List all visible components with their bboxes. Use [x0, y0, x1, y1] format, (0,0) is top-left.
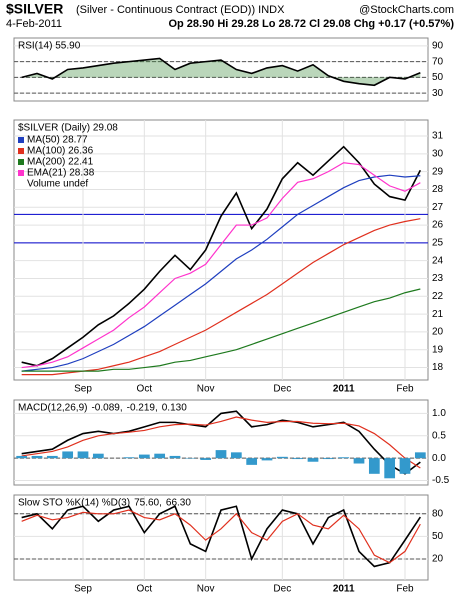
symbol: $SILVER	[6, 1, 63, 17]
series-line	[21, 509, 421, 564]
histogram-bar	[46, 455, 58, 459]
series-line	[21, 174, 421, 372]
series-line	[21, 410, 421, 475]
series-line	[21, 416, 421, 469]
y-tick-label: 50	[432, 531, 444, 542]
quote: Op 28.90 Hi 29.28 Lo 28.72 Cl 29.08 Chg …	[168, 18, 454, 30]
histogram-bar	[169, 455, 181, 459]
histogram-bar	[123, 457, 135, 459]
histogram-bar	[215, 450, 227, 459]
x-tick-label: 2011	[333, 384, 355, 395]
histogram-bar	[276, 456, 288, 459]
legend-entry: MA(50) 28.77	[27, 135, 88, 146]
legend-entry: MA(200) 22.41	[27, 157, 94, 168]
legend-swatch	[18, 170, 24, 176]
y-tick-label: 23	[432, 273, 444, 284]
histogram-bar	[322, 458, 334, 460]
y-tick-label: 26	[432, 220, 444, 231]
x-tick-label: Sep	[74, 384, 92, 395]
x-tick-label: Feb	[396, 584, 414, 595]
histogram-bar	[338, 457, 350, 459]
y-tick-label: 30	[432, 148, 444, 159]
x-tick-label: Oct	[137, 384, 153, 395]
histogram-bar	[261, 458, 273, 461]
y-tick-label: 25	[432, 238, 444, 249]
y-tick-label: 0.0	[432, 453, 446, 464]
series-line	[21, 505, 421, 568]
y-tick-label: 22	[432, 291, 444, 302]
rsi-fill	[21, 58, 421, 86]
legend-entry: 75.60,	[134, 498, 162, 509]
legend-entry: MA(100) 26.36	[27, 146, 94, 157]
x-tick-label: Nov	[197, 584, 215, 595]
histogram-bar	[414, 452, 426, 459]
x-tick-label: Sep	[74, 584, 92, 595]
y-tick-label: 21	[432, 309, 444, 320]
histogram-bar	[353, 458, 365, 464]
legend-entry: EMA(21) 28.38	[27, 168, 95, 179]
histogram-bar	[62, 451, 74, 459]
x-tick-label: Feb	[396, 384, 414, 395]
histogram-bar	[307, 458, 319, 462]
x-tick-label: Dec	[273, 384, 291, 395]
histogram-bar	[292, 458, 304, 460]
legend-entry: -0.089,	[91, 403, 122, 414]
y-tick-label: -0.5	[432, 475, 450, 486]
panel-title: MACD(12,26,9)	[18, 403, 87, 414]
subtitle: (Silver - Continuous Contract (EOD)) IND…	[76, 4, 285, 16]
histogram-bar	[154, 453, 166, 459]
y-tick-label: 19	[432, 344, 444, 355]
histogram-bar	[246, 458, 258, 465]
y-tick-label: 20	[432, 327, 444, 338]
y-tick-label: 1.0	[432, 408, 446, 419]
histogram-bar	[368, 458, 380, 474]
histogram-bar	[16, 455, 28, 459]
y-tick-label: 20	[432, 554, 444, 565]
date: 4-Feb-2011	[6, 18, 62, 30]
histogram-bar	[77, 451, 89, 459]
source: @StockCharts.com	[359, 4, 454, 16]
legend-entry: -0.219,	[127, 403, 158, 414]
x-tick-label: 2011	[333, 584, 355, 595]
y-tick-label: 18	[432, 362, 444, 373]
legend-entry: 66.30	[166, 498, 191, 509]
x-tick-label: Oct	[137, 584, 153, 595]
y-tick-label: 24	[432, 255, 444, 266]
y-tick-label: 29	[432, 166, 444, 177]
histogram-bar	[92, 453, 104, 459]
panel-frame	[13, 37, 429, 102]
histogram-bar	[200, 458, 212, 460]
y-tick-label: 0.5	[432, 430, 446, 441]
y-tick-label: 70	[432, 56, 444, 67]
series-line	[21, 145, 422, 367]
series-line	[21, 57, 421, 87]
legend-swatch	[18, 159, 24, 165]
legend-swatch	[18, 137, 24, 143]
legend-swatch	[18, 148, 24, 154]
panel-title: $SILVER (Daily) 29.08	[18, 123, 118, 134]
x-tick-label: Dec	[273, 584, 291, 595]
series-line	[21, 162, 421, 369]
panel-title: RSI(14) 55.90	[18, 41, 81, 52]
panel-title: Slow STO %K(14) %D(3)	[18, 498, 130, 509]
series-line	[21, 288, 421, 372]
y-tick-label: 30	[432, 88, 444, 99]
y-tick-label: 27	[432, 202, 444, 213]
y-tick-label: 90	[432, 41, 444, 52]
histogram-bar	[31, 455, 43, 459]
y-tick-label: 31	[432, 131, 444, 142]
legend-entry: 0.130	[162, 403, 187, 414]
x-tick-label: Nov	[197, 384, 215, 395]
histogram-bar	[399, 458, 411, 474]
y-tick-label: 50	[432, 72, 444, 83]
y-tick-label: 80	[432, 508, 444, 519]
histogram-bar	[384, 458, 396, 479]
histogram-bar	[138, 454, 150, 459]
note: Volume undef	[27, 179, 88, 190]
histogram-bar	[230, 452, 242, 459]
y-tick-label: 28	[432, 184, 444, 195]
